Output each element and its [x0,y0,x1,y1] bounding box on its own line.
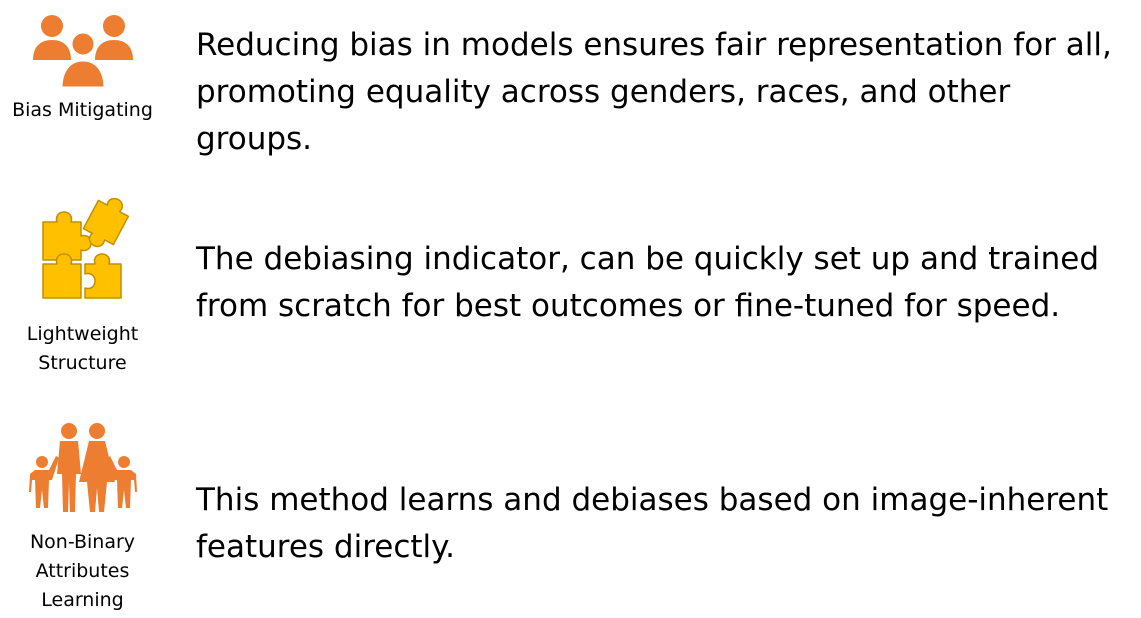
feature-description: Reducing bias in models ensures fair rep… [196,27,1112,157]
puzzle-pieces-icon [41,198,129,299]
feature-row-non-binary-attributes-learning: Non-Binary Attributes Learning This meth… [0,420,1141,618]
feature-icon-column: Lightweight Structure [0,198,165,378]
feature-icon-column: Bias Mitigating [0,12,165,125]
group-of-people-icon [32,15,133,88]
feature-icon-column: Non-Binary Attributes Learning [0,422,165,615]
feature-caption: Non-Binary Attributes Learning [29,531,136,611]
feature-caption: Bias Mitigating [12,99,153,121]
feature-description: The debiasing indicator, can be quickly … [196,241,1100,324]
feature-row-bias-mitigating: Bias Mitigating Reducing bias in models … [0,0,1141,160]
feature-caption: Lightweight Structure [26,323,139,374]
feature-row-lightweight-structure: Lightweight Structure The debiasing indi… [0,196,1141,386]
family-icon [28,423,137,512]
feature-description: This method learns and debiases based on… [196,482,1109,565]
